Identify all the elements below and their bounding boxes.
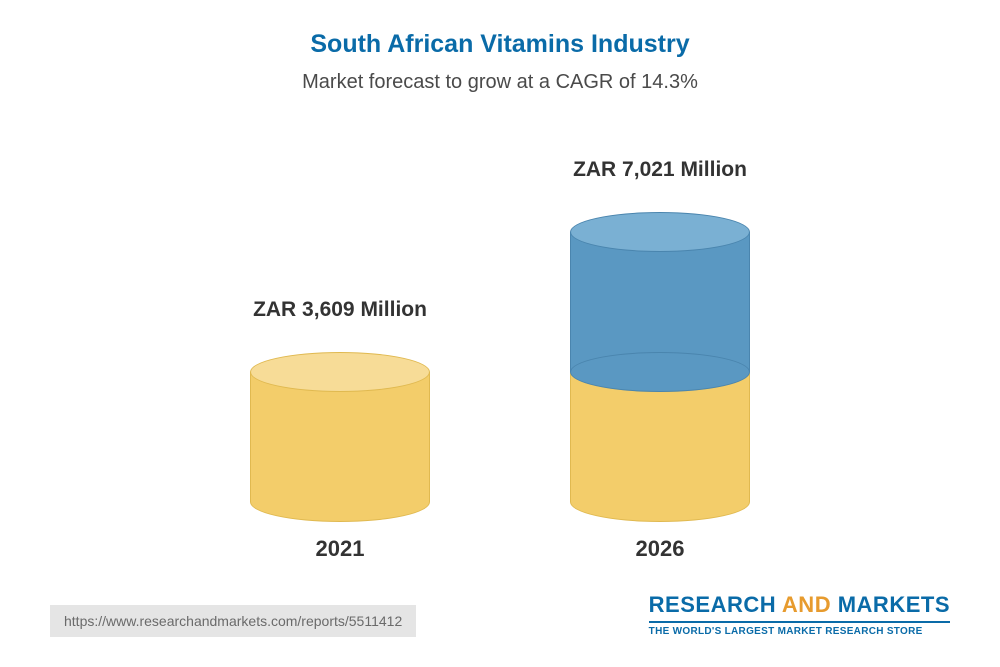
cylinder-top bbox=[250, 352, 430, 392]
cylinder-2026 bbox=[570, 212, 750, 502]
bar-2021: ZAR 3,609 Million 2021 bbox=[250, 298, 430, 502]
footer: https://www.researchandmarkets.com/repor… bbox=[50, 592, 950, 647]
year-label: 2021 bbox=[316, 536, 365, 562]
logo-word-and: AND bbox=[782, 592, 831, 617]
bar-value-label: ZAR 3,609 Million bbox=[253, 298, 427, 322]
logo: RESEARCH AND MARKETS THE WORLD'S LARGEST… bbox=[649, 592, 950, 637]
bar-2026: ZAR 7,021 Million 2026 bbox=[570, 158, 750, 502]
logo-word-markets: MARKETS bbox=[838, 592, 950, 617]
logo-word-research: RESEARCH bbox=[649, 592, 776, 617]
year-label: 2026 bbox=[636, 536, 685, 562]
chart-area: ZAR 3,609 Million 2021 ZAR 7,021 Million bbox=[50, 134, 950, 592]
cylinder-body-upper bbox=[570, 232, 750, 372]
chart-container: South African Vitamins Industry Market f… bbox=[0, 0, 1000, 667]
bar-value-label: ZAR 7,021 Million bbox=[573, 158, 747, 182]
logo-wordmark: RESEARCH AND MARKETS bbox=[649, 592, 950, 618]
cylinder-top bbox=[570, 212, 750, 252]
chart-title: South African Vitamins Industry bbox=[50, 30, 950, 59]
cylinder-2021 bbox=[250, 352, 430, 502]
chart-subtitle: Market forecast to grow at a CAGR of 14.… bbox=[50, 71, 950, 94]
logo-tagline: THE WORLD'S LARGEST MARKET RESEARCH STOR… bbox=[649, 621, 950, 637]
source-url: https://www.researchandmarkets.com/repor… bbox=[50, 605, 416, 637]
cylinder-upper-base bbox=[570, 352, 750, 392]
